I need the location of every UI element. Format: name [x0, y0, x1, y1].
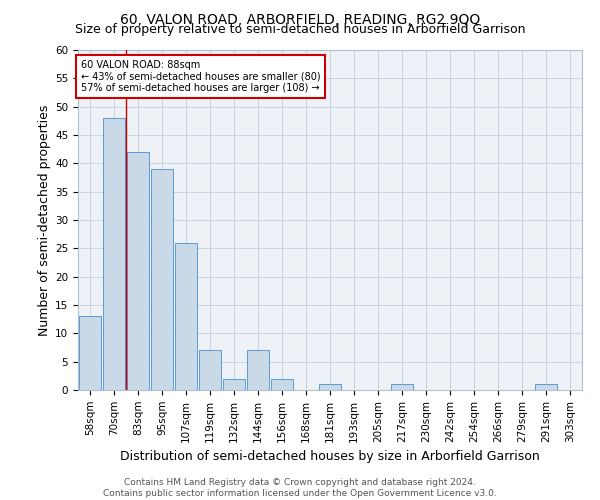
Bar: [319, 384, 341, 390]
Bar: [127, 152, 149, 390]
Bar: [535, 384, 557, 390]
Bar: [151, 169, 173, 390]
Bar: [103, 118, 125, 390]
Y-axis label: Number of semi-detached properties: Number of semi-detached properties: [38, 104, 51, 336]
Text: 60 VALON ROAD: 88sqm
← 43% of semi-detached houses are smaller (80)
57% of semi-: 60 VALON ROAD: 88sqm ← 43% of semi-detac…: [80, 60, 320, 94]
Bar: [175, 242, 197, 390]
Bar: [199, 350, 221, 390]
Bar: [247, 350, 269, 390]
Bar: [391, 384, 413, 390]
Text: Size of property relative to semi-detached houses in Arborfield Garrison: Size of property relative to semi-detach…: [75, 22, 525, 36]
Bar: [79, 316, 101, 390]
Text: 60, VALON ROAD, ARBORFIELD, READING, RG2 9QQ: 60, VALON ROAD, ARBORFIELD, READING, RG2…: [120, 12, 480, 26]
Text: Contains HM Land Registry data © Crown copyright and database right 2024.
Contai: Contains HM Land Registry data © Crown c…: [103, 478, 497, 498]
X-axis label: Distribution of semi-detached houses by size in Arborfield Garrison: Distribution of semi-detached houses by …: [120, 450, 540, 463]
Bar: [271, 378, 293, 390]
Bar: [223, 378, 245, 390]
